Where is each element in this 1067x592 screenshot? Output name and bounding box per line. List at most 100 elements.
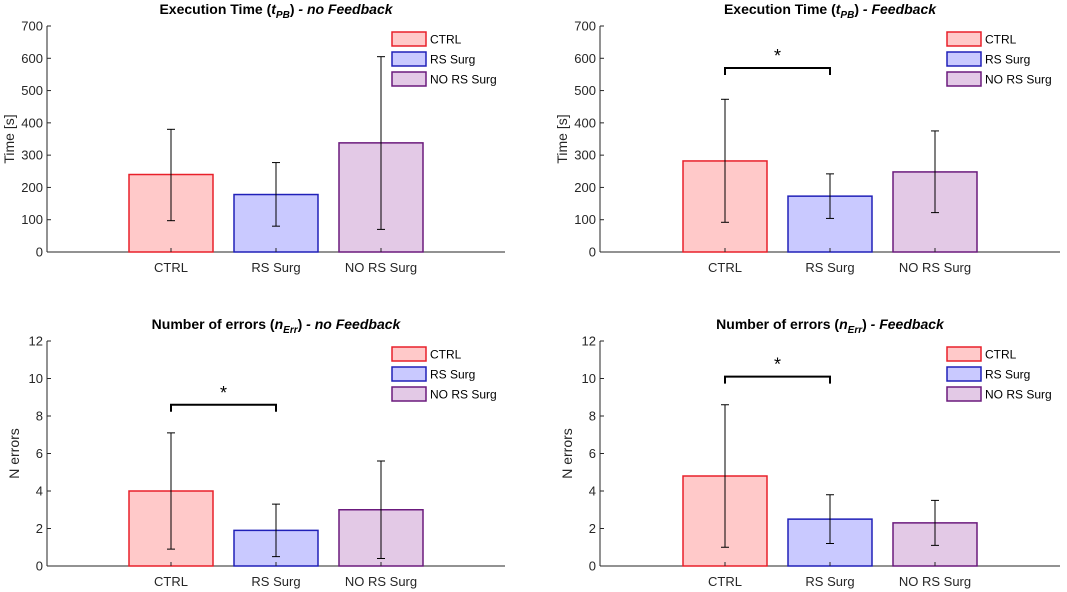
legend-label: CTRL bbox=[430, 348, 462, 362]
chart-title-part: PB bbox=[276, 10, 290, 21]
y-tick-label: 200 bbox=[574, 180, 596, 195]
chart-title: Number of errors (nErr) - no Feedback bbox=[152, 316, 402, 336]
significance-bracket bbox=[724, 66, 831, 75]
y-tick-label: 0 bbox=[36, 245, 43, 260]
chart-title-part: - Feedback bbox=[859, 1, 937, 17]
chart-title-part: Execution Time ( bbox=[159, 1, 271, 17]
significance-bracket bbox=[724, 375, 831, 384]
legend-label: RS Surg bbox=[430, 53, 475, 67]
legend-swatch-rs-surg bbox=[391, 51, 427, 67]
chart-title-part: Execution Time ( bbox=[724, 1, 836, 17]
chart-title-part: Number of errors ( bbox=[152, 316, 275, 332]
y-tick-label: 300 bbox=[21, 148, 43, 163]
significance-star: * bbox=[774, 355, 781, 375]
legend-swatch-ctrl bbox=[946, 346, 982, 362]
chart-title: Execution Time (tPB) - no Feedback bbox=[159, 1, 393, 21]
legend-label: RS Surg bbox=[430, 368, 475, 382]
y-tick-label: 10 bbox=[29, 371, 43, 386]
y-tick-label: 200 bbox=[21, 180, 43, 195]
y-tick-label: 2 bbox=[589, 521, 596, 536]
legend-swatch-no-rs-surg bbox=[946, 71, 982, 87]
chart-title-part: n bbox=[275, 316, 284, 332]
y-axis-label: Time [s] bbox=[1, 114, 17, 163]
legend-label: CTRL bbox=[985, 348, 1017, 362]
y-tick-label: 0 bbox=[589, 245, 596, 260]
chart-title-part: - no Feedback bbox=[302, 316, 401, 332]
y-tick-label: 12 bbox=[582, 334, 596, 349]
y-tick-label: 500 bbox=[21, 83, 43, 98]
chart-panel-3: Number of errors (nErr) - no Feedback N e… bbox=[6, 316, 505, 589]
chart-title-part: Err bbox=[283, 325, 299, 336]
legend-swatch-rs-surg bbox=[946, 51, 982, 67]
y-tick-label: 0 bbox=[36, 559, 43, 574]
y-tick-label: 4 bbox=[36, 484, 43, 499]
x-tick-label: CTRL bbox=[154, 574, 188, 589]
y-tick-label: 8 bbox=[36, 409, 43, 424]
y-tick-label: 0 bbox=[589, 559, 596, 574]
y-axis-label: Time [s] bbox=[554, 114, 570, 163]
x-tick-label: NO RS Surg bbox=[345, 574, 417, 589]
y-axis-label: N errors bbox=[6, 428, 22, 479]
legend-label: RS Surg bbox=[985, 368, 1030, 382]
x-tick-label: RS Surg bbox=[251, 260, 300, 275]
chart-title-part: ) bbox=[298, 316, 303, 332]
legend-label: NO RS Surg bbox=[430, 73, 497, 87]
chart-title-part: PB bbox=[840, 10, 854, 21]
y-tick-label: 400 bbox=[21, 115, 43, 130]
legend-swatch-no-rs-surg bbox=[946, 386, 982, 402]
y-tick-label: 100 bbox=[574, 212, 596, 227]
chart-title: Number of errors (nErr) - Feedback bbox=[716, 316, 945, 336]
chart-title-part: n bbox=[839, 316, 848, 332]
y-tick-label: 6 bbox=[589, 446, 596, 461]
y-tick-label: 500 bbox=[574, 83, 596, 98]
legend-label: RS Surg bbox=[985, 53, 1030, 67]
legend-swatch-rs-surg bbox=[391, 366, 427, 382]
y-tick-label: 10 bbox=[582, 371, 596, 386]
legend-label: NO RS Surg bbox=[430, 388, 497, 402]
y-tick-label: 100 bbox=[21, 212, 43, 227]
legend-label: CTRL bbox=[985, 33, 1017, 47]
chart-title-part: ) bbox=[290, 1, 295, 17]
x-tick-label: NO RS Surg bbox=[899, 574, 971, 589]
x-tick-label: RS Surg bbox=[805, 574, 854, 589]
x-tick-label: RS Surg bbox=[805, 260, 854, 275]
chart-title-part: Err bbox=[848, 325, 864, 336]
chart-title-part: - no Feedback bbox=[295, 1, 394, 17]
y-tick-label: 12 bbox=[29, 334, 43, 349]
x-tick-label: CTRL bbox=[154, 260, 188, 275]
legend-swatch-ctrl bbox=[391, 31, 427, 47]
y-tick-label: 2 bbox=[36, 521, 43, 536]
legend-swatch-ctrl bbox=[946, 31, 982, 47]
x-tick-label: RS Surg bbox=[251, 574, 300, 589]
y-tick-label: 700 bbox=[574, 19, 596, 34]
legend-swatch-no-rs-surg bbox=[391, 386, 427, 402]
y-tick-label: 400 bbox=[574, 115, 596, 130]
legend-swatch-ctrl bbox=[391, 346, 427, 362]
y-tick-label: 600 bbox=[21, 51, 43, 66]
y-tick-label: 600 bbox=[574, 51, 596, 66]
y-tick-label: 8 bbox=[589, 409, 596, 424]
chart-title-part: Number of errors ( bbox=[716, 316, 839, 332]
significance-star: * bbox=[774, 46, 781, 66]
chart-title-part: t bbox=[271, 1, 277, 17]
chart-title-part: t bbox=[836, 1, 842, 17]
legend-label: CTRL bbox=[430, 33, 462, 47]
chart-panel-1: Execution Time (tPB) - no Feedback Time [… bbox=[1, 1, 505, 275]
legend-label: NO RS Surg bbox=[985, 388, 1052, 402]
chart-panel-2: Execution Time (tPB) - Feedback Time [s] 0… bbox=[554, 1, 1060, 275]
legend-swatch-no-rs-surg bbox=[391, 71, 427, 87]
chart-panel-4: Number of errors (nErr) - Feedback N erro… bbox=[559, 316, 1060, 589]
x-tick-label: NO RS Surg bbox=[899, 260, 971, 275]
chart-title-part: ) bbox=[854, 1, 859, 17]
x-tick-label: CTRL bbox=[708, 260, 742, 275]
legend-label: NO RS Surg bbox=[985, 73, 1052, 87]
y-tick-label: 300 bbox=[574, 148, 596, 163]
legend-swatch-rs-surg bbox=[946, 366, 982, 382]
chart-title: Execution Time (tPB) - Feedback bbox=[724, 1, 937, 21]
x-tick-label: CTRL bbox=[708, 574, 742, 589]
y-tick-label: 4 bbox=[589, 484, 596, 499]
significance-star: * bbox=[220, 383, 227, 403]
y-tick-label: 700 bbox=[21, 19, 43, 34]
y-tick-label: 6 bbox=[36, 446, 43, 461]
